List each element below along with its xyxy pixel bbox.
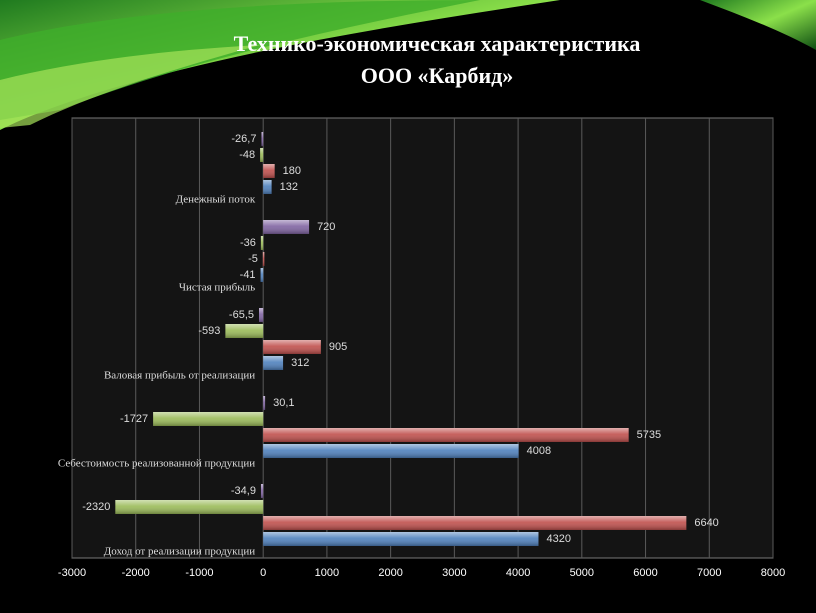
- category-label: Доход от реализации продукции: [104, 546, 256, 558]
- value-label: 6640: [694, 517, 718, 529]
- x-tick-label: -3000: [58, 567, 86, 579]
- value-label: 132: [280, 181, 298, 193]
- value-label: -5: [248, 253, 258, 265]
- value-label: 720: [317, 221, 335, 233]
- bar-shine: [260, 236, 264, 250]
- value-label: 905: [329, 341, 347, 353]
- bar-shine: [260, 268, 264, 282]
- x-tick-label: -2000: [122, 567, 150, 579]
- bar-shine: [263, 428, 629, 442]
- value-label: 180: [283, 165, 301, 177]
- bar-shine: [262, 252, 265, 266]
- value-label: -34,9: [231, 485, 256, 497]
- value-label: -41: [240, 269, 256, 281]
- bar-shine: [263, 340, 321, 354]
- leaf-decoration: [0, 0, 816, 130]
- x-tick-label: 3000: [442, 567, 466, 579]
- bar-shine: [263, 180, 272, 194]
- value-label: -26,7: [231, 133, 256, 145]
- bar-shine: [263, 516, 687, 530]
- x-tick-label: 6000: [633, 567, 657, 579]
- x-tick-label: -1000: [185, 567, 213, 579]
- bar-shine: [115, 500, 264, 514]
- x-tick-label: 8000: [761, 567, 785, 579]
- bar-shine: [263, 532, 539, 546]
- x-tick-label: 1000: [315, 567, 339, 579]
- bar-shine: [263, 356, 284, 370]
- x-tick-label: 2000: [378, 567, 402, 579]
- bar-shine: [259, 308, 264, 322]
- value-label: 5735: [637, 429, 661, 441]
- value-label: -65,5: [229, 309, 254, 321]
- chart-title: ООО «Карбид»: [361, 63, 514, 88]
- bar-shine: [263, 444, 519, 458]
- value-label: 4008: [527, 445, 551, 457]
- value-label: -36: [240, 237, 256, 249]
- value-label: -2320: [82, 501, 110, 513]
- bar-shine: [153, 412, 264, 426]
- x-tick-label: 5000: [570, 567, 594, 579]
- bar-shine: [261, 132, 264, 146]
- category-label: Денежный поток: [176, 194, 256, 206]
- bar-shine: [260, 484, 264, 498]
- value-label: 4320: [546, 533, 570, 545]
- value-label: -593: [198, 325, 220, 337]
- x-tick-label: 7000: [697, 567, 721, 579]
- bar-shine: [263, 164, 275, 178]
- chart-title: Технико-экономическая характеристика: [234, 31, 641, 56]
- value-label: 30,1: [273, 397, 294, 409]
- plot-area: [71, 117, 774, 559]
- x-tick-label: 0: [260, 567, 266, 579]
- category-label: Чистая прибыль: [179, 282, 255, 294]
- value-label: -48: [239, 149, 255, 161]
- bar-shine: [260, 148, 264, 162]
- category-label: Валовая прибыль от реализации: [104, 370, 255, 382]
- x-tick-label: 4000: [506, 567, 530, 579]
- category-label: Себестоимость реализованной продукции: [58, 458, 255, 470]
- bar-shine: [225, 324, 264, 338]
- value-label: -1727: [120, 413, 148, 425]
- bar-shine: [263, 220, 310, 234]
- bar-shine: [263, 396, 266, 410]
- value-label: 312: [291, 357, 309, 369]
